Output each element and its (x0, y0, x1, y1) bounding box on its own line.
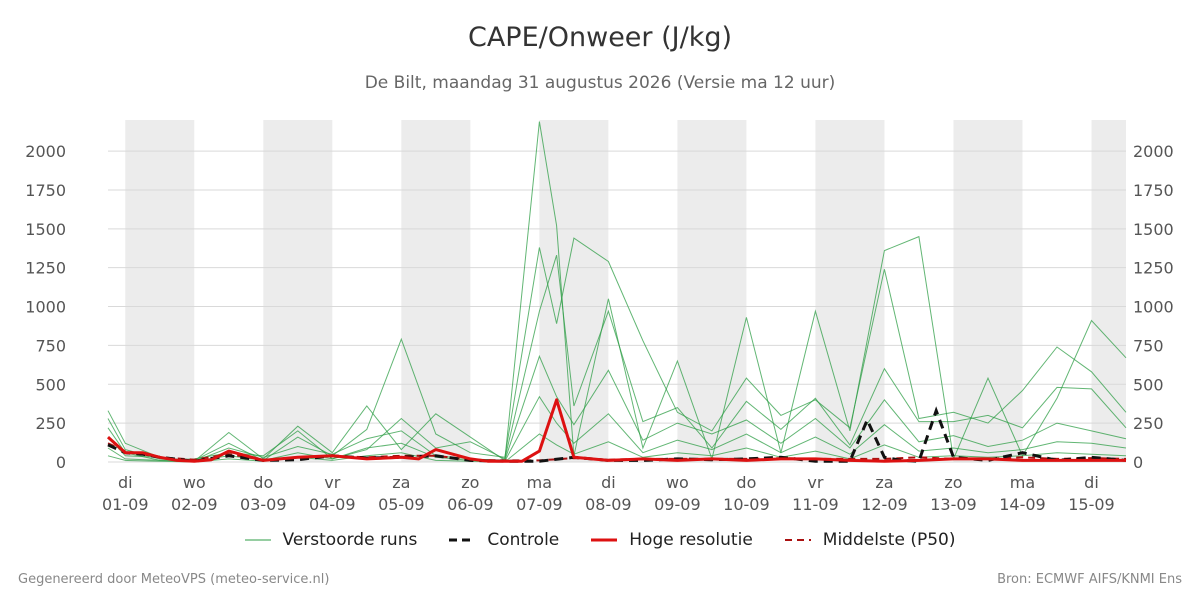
footer-source: Bron: ECMWF AIFS/KNMI Ens (997, 572, 1182, 587)
y-tick-left-250: 250 (35, 414, 66, 433)
chart-subtitle: De Bilt, maandag 31 augustus 2026 (Versi… (364, 73, 836, 93)
x-tick-date-12: 13-09 (930, 495, 977, 514)
x-tick-date-11: 12-09 (861, 495, 908, 514)
y-tick-left-1000: 1000 (25, 298, 66, 317)
legend-item-control[interactable]: Controle (449, 530, 559, 550)
chart-title: CAPE/Onweer (J/kg) (467, 22, 732, 53)
y-tick-right-2000: 2000 (1133, 142, 1174, 161)
day-band-0 (125, 120, 195, 462)
y-tick-right-1000: 1000 (1133, 298, 1174, 317)
x-tick-date-13: 14-09 (999, 495, 1046, 514)
legend-label-ensemble: Verstoorde runs (282, 530, 418, 550)
x-tick-day-9: do (736, 473, 756, 492)
legend-label-median: Middelste (P50) (822, 530, 956, 550)
x-tick-day-13: ma (1010, 473, 1035, 492)
legend-item-median[interactable]: Middelste (P50) (784, 530, 956, 550)
y-tick-right-500: 500 (1133, 375, 1164, 394)
x-tick-day-10: vr (807, 473, 823, 492)
x-tick-day-7: di (601, 473, 616, 492)
x-tick-day-5: zo (461, 473, 479, 492)
y-tick-left-500: 500 (35, 375, 66, 394)
y-tick-right-1750: 1750 (1133, 181, 1174, 200)
x-tick-day-11: za (875, 473, 893, 492)
x-tick-date-8: 09-09 (654, 495, 701, 514)
x-tick-day-14: di (1084, 473, 1099, 492)
day-band-2 (401, 120, 471, 462)
x-tick-date-6: 07-09 (516, 495, 563, 514)
x-tick-day-2: do (253, 473, 273, 492)
x-tick-day-0: di (118, 473, 133, 492)
y-tick-left-2000: 2000 (25, 142, 66, 161)
x-tick-date-0: 01-09 (102, 495, 149, 514)
day-band-7 (1091, 120, 1126, 462)
series-line-highres (106, 398, 1126, 463)
y-tick-left-1250: 1250 (25, 259, 66, 278)
x-tick-day-4: za (392, 473, 410, 492)
x-tick-day-3: vr (324, 473, 340, 492)
day-band-5 (815, 120, 885, 462)
y-tick-right-1250: 1250 (1133, 259, 1174, 278)
x-tick-date-14: 15-09 (1068, 495, 1115, 514)
x-tick-day-8: wo (666, 473, 689, 492)
y-tick-left-0: 0 (56, 453, 66, 472)
legend-swatch-highres (591, 538, 618, 542)
legend-swatch-ensemble (244, 539, 271, 541)
x-tick-date-5: 06-09 (447, 495, 494, 514)
series-line-ensemble-6 (107, 354, 1127, 462)
x-tick-day-12: zo (944, 473, 962, 492)
legend-item-highres[interactable]: Hoge resolutie (591, 530, 753, 550)
y-tick-right-1500: 1500 (1133, 220, 1174, 239)
y-tick-right-0: 0 (1133, 453, 1143, 472)
day-band-1 (263, 120, 333, 462)
y-tick-right-250: 250 (1133, 414, 1164, 433)
x-tick-date-9: 10-09 (723, 495, 770, 514)
day-band-6 (953, 120, 1023, 462)
y-tick-left-750: 750 (35, 336, 66, 355)
series-line-ensemble-4 (107, 237, 1127, 461)
x-tick-date-10: 11-09 (792, 495, 839, 514)
x-tick-day-1: wo (183, 473, 206, 492)
y-tick-left-1500: 1500 (25, 220, 66, 239)
footer-generated-by: Gegenereerd door MeteoVPS (meteo-service… (18, 572, 330, 587)
legend-label-highres: Hoge resolutie (629, 530, 753, 550)
legend-item-ensemble[interactable]: Verstoorde runs (244, 530, 418, 550)
x-tick-date-7: 08-09 (585, 495, 632, 514)
day-band-4 (677, 120, 747, 462)
legend-label-control: Controle (487, 530, 560, 550)
x-tick-date-3: 04-09 (309, 495, 356, 514)
x-tick-day-6: ma (527, 473, 552, 492)
legend-swatch-median (784, 539, 811, 541)
y-tick-left-1750: 1750 (25, 181, 66, 200)
x-tick-date-1: 02-09 (171, 495, 218, 514)
x-tick-date-4: 05-09 (378, 495, 425, 514)
legend-swatch-control (449, 538, 476, 542)
series-line-ensemble-5 (107, 255, 1127, 461)
x-tick-date-2: 03-09 (240, 495, 287, 514)
y-tick-right-750: 750 (1133, 336, 1164, 355)
chart-legend: Verstoorde runs Controle Hoge resolutie … (0, 530, 1200, 550)
